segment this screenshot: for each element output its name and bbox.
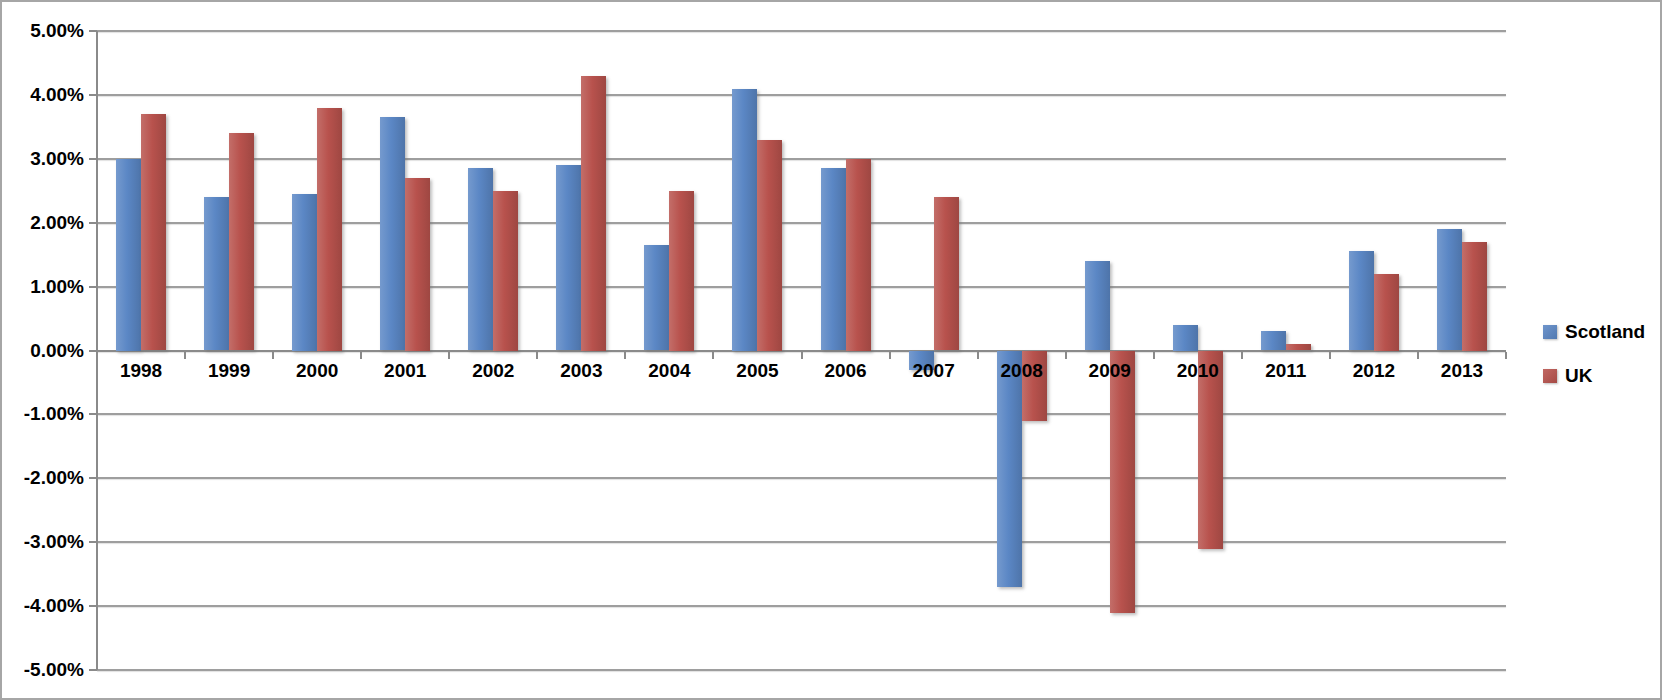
x-axis-label-2011: 2011 <box>1242 359 1330 383</box>
x-axis-label-2002: 2002 <box>449 359 537 383</box>
bar-scotland-2000 <box>292 194 317 351</box>
y-axis-label: 4.00% <box>10 83 84 107</box>
bar-uk-2007 <box>934 197 959 350</box>
y-axis-label: -3.00% <box>10 530 84 554</box>
x-axis-tick <box>96 352 98 359</box>
bar-scotland-2002 <box>468 168 493 350</box>
x-axis-label-2001: 2001 <box>361 359 449 383</box>
bar-uk-2005 <box>757 140 782 351</box>
x-axis-label-2009: 2009 <box>1066 359 1154 383</box>
bar-scotland-2009 <box>1085 261 1110 350</box>
bar-uk-2006 <box>846 159 871 351</box>
bar-uk-2004 <box>669 191 694 351</box>
x-axis-tick <box>977 352 979 359</box>
x-axis-tick <box>1241 352 1243 359</box>
legend-label-scotland: Scotland <box>1565 321 1645 343</box>
gridline <box>97 669 1506 671</box>
bar-scotland-2011 <box>1261 331 1286 350</box>
x-axis-tick <box>272 352 274 359</box>
x-axis-label-2005: 2005 <box>713 359 801 383</box>
y-axis-label: -4.00% <box>10 594 84 618</box>
bar-scotland-2006 <box>821 168 846 350</box>
gridline <box>97 477 1506 479</box>
gridline <box>97 413 1506 415</box>
x-axis-tick <box>889 352 891 359</box>
y-axis-label: 5.00% <box>10 19 84 43</box>
plot-area: 5.00% 4.00% 3.00% 2.00% 1.00% 0.00% -1.00% -2.0… <box>2 2 1660 698</box>
x-axis-label-2000: 2000 <box>273 359 361 383</box>
bar-chart: 5.00% 4.00% 3.00% 2.00% 1.00% 0.00% -1.00% -2.0… <box>0 0 1662 700</box>
bar-uk-2001 <box>405 178 430 351</box>
bar-uk-1998 <box>141 114 166 350</box>
bar-scotland-1998 <box>116 159 141 351</box>
y-axis-label: 0.00% <box>10 339 84 363</box>
x-axis-label-2004: 2004 <box>625 359 713 383</box>
gridline <box>97 94 1506 96</box>
x-axis-label-1999: 1999 <box>185 359 273 383</box>
x-axis-label-2008: 2008 <box>978 359 1066 383</box>
legend: Scotland UK <box>1543 322 1645 410</box>
bar-uk-2000 <box>317 108 342 351</box>
bar-uk-1999 <box>229 133 254 350</box>
x-axis-label-2006: 2006 <box>802 359 890 383</box>
y-axis-label: 3.00% <box>10 147 84 171</box>
gridline <box>97 541 1506 543</box>
x-axis-label-2010: 2010 <box>1154 359 1242 383</box>
x-axis-label-1998: 1998 <box>97 359 185 383</box>
gridline <box>97 30 1506 32</box>
y-axis-label: -5.00% <box>10 658 84 682</box>
x-axis-tick <box>536 352 538 359</box>
legend-entry-scotland: Scotland <box>1543 322 1645 342</box>
x-axis-tick <box>184 352 186 359</box>
gridline <box>97 605 1506 607</box>
x-axis-tick <box>1417 352 1419 359</box>
x-axis-tick <box>712 352 714 359</box>
bar-uk-2009 <box>1110 351 1135 613</box>
bar-uk-2013 <box>1462 242 1487 351</box>
bar-uk-2003 <box>581 76 606 351</box>
bar-scotland-2010 <box>1173 325 1198 351</box>
legend-label-uk: UK <box>1565 365 1592 387</box>
bar-scotland-2008 <box>997 351 1022 587</box>
bar-uk-2011 <box>1286 344 1311 350</box>
x-axis-label-2003: 2003 <box>537 359 625 383</box>
x-axis-label-2012: 2012 <box>1330 359 1418 383</box>
x-axis-tick <box>360 352 362 359</box>
y-axis-label: 1.00% <box>10 275 84 299</box>
legend-entry-uk: UK <box>1543 366 1645 386</box>
bar-scotland-2001 <box>380 117 405 350</box>
y-axis-label: -2.00% <box>10 466 84 490</box>
bar-uk-2012 <box>1374 274 1399 351</box>
bar-scotland-2013 <box>1437 229 1462 350</box>
x-axis-tick <box>1329 352 1331 359</box>
bar-scotland-2012 <box>1349 251 1374 350</box>
bar-scotland-2005 <box>732 89 757 351</box>
bar-scotland-2004 <box>644 245 669 350</box>
gridline <box>97 158 1506 160</box>
legend-swatch-icon <box>1543 369 1557 383</box>
bar-scotland-1999 <box>204 197 229 350</box>
x-axis-tick <box>1153 352 1155 359</box>
bar-uk-2002 <box>493 191 518 351</box>
y-axis-label: -1.00% <box>10 402 84 426</box>
x-axis-tick <box>624 352 626 359</box>
x-axis-tick <box>801 352 803 359</box>
bar-scotland-2003 <box>556 165 581 350</box>
x-axis-label-2007: 2007 <box>890 359 978 383</box>
x-axis-tick <box>448 352 450 359</box>
legend-swatch-icon <box>1543 325 1557 339</box>
y-axis-label: 2.00% <box>10 211 84 235</box>
x-axis-label-2013: 2013 <box>1418 359 1506 383</box>
x-axis-tick <box>1065 352 1067 359</box>
x-axis-tick <box>1505 352 1507 359</box>
y-axis-line <box>96 31 98 670</box>
